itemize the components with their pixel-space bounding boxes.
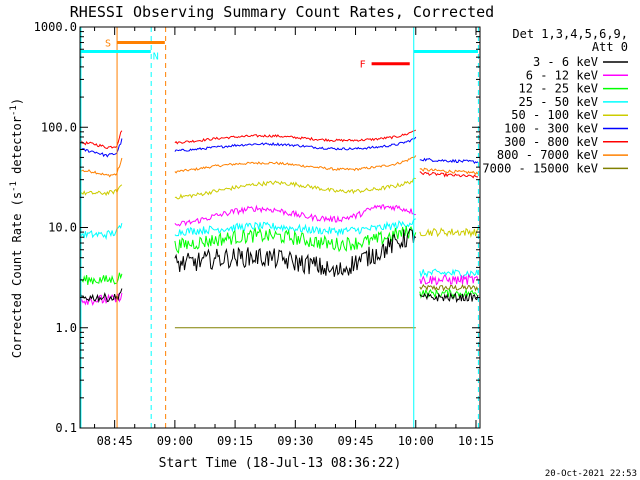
series-50-100keV-keV [80, 177, 479, 239]
legend-entry-label: 3 - 6 keV [533, 55, 598, 69]
series-line [419, 167, 479, 176]
series-3-6keV-keV [80, 228, 479, 304]
series-line [80, 157, 123, 178]
series-300-800keV-keV [80, 129, 478, 179]
series-line [80, 130, 123, 150]
x-tick-label: 09:15 [217, 434, 253, 448]
y-tick-label: 1.0 [55, 321, 77, 335]
legend-entry-label: 6 - 12 keV [526, 68, 598, 82]
x-tick-label: 09:30 [277, 434, 313, 448]
series-line [174, 204, 416, 227]
series-line [174, 177, 416, 200]
y-label-part3: ) [10, 98, 24, 105]
series-line [419, 227, 479, 239]
x-tick-label: 10:00 [398, 434, 434, 448]
y-axis-label: Corrected Count Rate (s-1 detector-1) [9, 98, 24, 358]
series-line [174, 226, 417, 254]
y-tick-label: 1000.0 [34, 20, 77, 34]
series-line [174, 129, 417, 145]
legend-header-attenuator: Att 0 [592, 40, 628, 54]
footer-timestamp: 20-Oct-2021 22:53 [545, 469, 637, 479]
legend-header-detectors: Det 1,3,4,5,6,9, [512, 27, 628, 41]
x-axis-label: Start Time (18-Jul-13 08:36:22) [159, 456, 402, 471]
x-tick-label: 09:00 [157, 434, 193, 448]
series-line [174, 218, 416, 237]
series-line [174, 155, 417, 174]
series-100-300keV-keV [80, 136, 479, 165]
y-label-sup1: -1 [9, 181, 19, 192]
series-line [174, 228, 417, 277]
x-tick-label: 10:15 [458, 434, 494, 448]
series-line [80, 184, 123, 197]
legend-entry-label: 50 - 100 keV [511, 108, 598, 122]
series-line [80, 222, 123, 241]
series-line [174, 136, 417, 152]
series-7000-15000keV-keV [174, 283, 479, 329]
y-label-part2: detector [10, 116, 24, 181]
y-label-sup2: -1 [9, 105, 19, 116]
legend-entry-label: 25 - 50 keV [519, 95, 598, 109]
series-line [419, 273, 479, 286]
legend-entry-label: 7000 - 15000 keV [482, 161, 598, 175]
series-line [419, 283, 479, 292]
legend-entry-label: 800 - 7000 keV [497, 148, 598, 162]
plot-area [80, 27, 479, 428]
series-line [419, 291, 479, 304]
legend-entry-label: 100 - 300 keV [504, 122, 598, 136]
y-label-part1: Corrected Count Rate (s [10, 192, 24, 358]
y-tick-label: 0.1 [55, 421, 77, 435]
series-line [419, 171, 478, 179]
y-axis: 1000.0 100.0 10.0 1.0 0.1 [34, 20, 480, 435]
x-tick-label: 08:45 [97, 434, 133, 448]
flag-label-N: N [153, 51, 159, 62]
legend-entry-label: 300 - 800 keV [504, 135, 598, 149]
series-line [80, 138, 123, 158]
series-12-25keV-keV [80, 226, 479, 299]
series-line [80, 288, 123, 304]
flag-label-F: F [360, 60, 366, 71]
series-6-12keV-keV [80, 204, 479, 307]
legend-entry-label: 12 - 25 keV [519, 82, 598, 96]
flag-label-S: S [105, 39, 111, 50]
x-axis: 08:45 09:00 09:15 09:30 09:45 10:00 10:15 [94, 27, 494, 448]
chart-title: RHESSI Observing Summary Count Rates, Co… [70, 3, 494, 21]
y-tick-label: 10.0 [48, 221, 77, 235]
series-line [419, 157, 479, 165]
x-tick-label: 09:45 [337, 434, 373, 448]
series-line [419, 288, 479, 299]
series-line [80, 292, 123, 307]
y-tick-label: 100.0 [41, 120, 77, 134]
series-800-7000keV-keV [80, 155, 479, 178]
series-line [80, 272, 123, 285]
